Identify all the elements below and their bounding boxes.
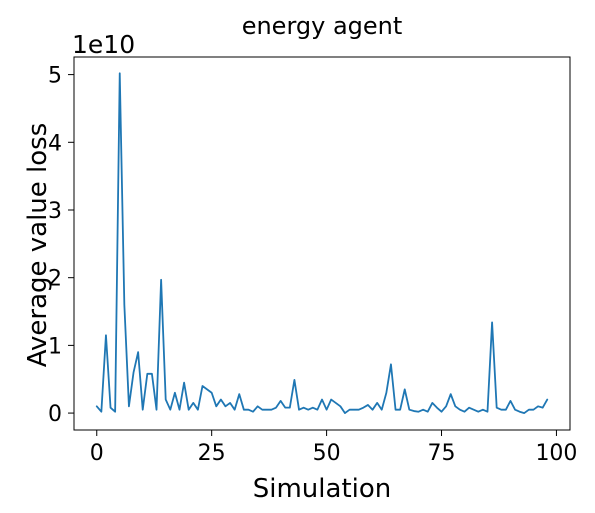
y-tick-label: 4 bbox=[48, 131, 62, 156]
chart-title: energy agent bbox=[242, 12, 403, 40]
plot-frame bbox=[73, 56, 571, 431]
y-tick-label: 1 bbox=[48, 334, 62, 359]
x-tick-label: 0 bbox=[90, 441, 104, 466]
x-tick-label: 50 bbox=[313, 441, 341, 466]
y-tick-label: 3 bbox=[48, 199, 62, 224]
y-tick-label: 2 bbox=[48, 267, 62, 292]
x-tick-label: 100 bbox=[535, 441, 577, 466]
x-axis-label: Simulation bbox=[253, 474, 392, 504]
x-tick-label: 25 bbox=[198, 441, 226, 466]
y-axis-label: Average value loss bbox=[23, 123, 53, 368]
x-tick-label: 75 bbox=[428, 441, 456, 466]
plot-area: 0 25 50 75 100 0 1 2 3 4 5 bbox=[48, 64, 577, 466]
y-offset-label: 1e10 bbox=[72, 30, 135, 59]
y-tick-label: 0 bbox=[48, 402, 62, 427]
series-line-0 bbox=[95, 72, 549, 414]
y-tick-label: 5 bbox=[48, 64, 62, 89]
